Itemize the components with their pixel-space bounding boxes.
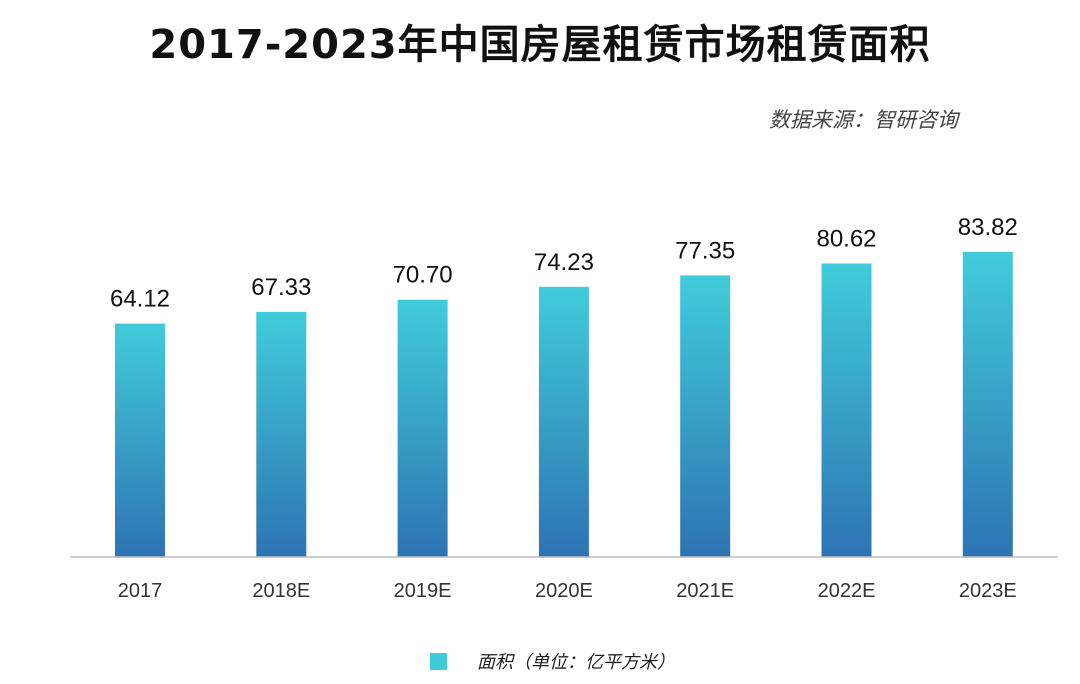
- bar-2020E: [538, 286, 589, 557]
- value-label-2020E: 74.23: [534, 249, 594, 276]
- x-tick-label-2017: 2017: [118, 580, 163, 602]
- legend-swatch: [430, 652, 447, 670]
- x-tick-label-2021E: 2021E: [676, 580, 734, 602]
- value-label-2021E: 77.35: [675, 237, 735, 264]
- x-tick-label-2018E: 2018E: [252, 580, 310, 602]
- chart-title: 2017-2023年中国房屋租赁市场租赁面积: [149, 22, 931, 68]
- x-tick-label-2023E: 2023E: [959, 580, 1017, 602]
- value-label-2017: 64.12: [110, 286, 170, 313]
- labels-layer: 64.12 2017 67.33 2018E 70.70 2019E 74.23 2020E 7…: [110, 214, 1018, 602]
- value-label-2023E: 83.82: [958, 214, 1018, 241]
- bar-2021E: [680, 275, 731, 557]
- bar-2022E: [821, 263, 872, 557]
- x-tick-label-2020E: 2020E: [535, 580, 593, 602]
- value-label-2022E: 80.62: [816, 226, 876, 253]
- bar-2017: [115, 323, 165, 557]
- bar-2023E: [962, 251, 1013, 557]
- legend-label: 面积（单位：亿平方米）: [477, 652, 675, 673]
- bars-layer: [115, 251, 1013, 557]
- legend: 面积（单位：亿平方米）: [430, 648, 675, 674]
- x-tick-label-2022E: 2022E: [818, 580, 876, 602]
- bar-2018E: [256, 311, 307, 557]
- bar-2019E: [397, 299, 448, 557]
- x-tick-label-2019E: 2019E: [394, 580, 452, 602]
- value-label-2018E: 67.33: [251, 274, 311, 301]
- chart-source: 数据来源：智研咨询: [769, 108, 958, 132]
- value-label-2019E: 70.70: [393, 262, 453, 289]
